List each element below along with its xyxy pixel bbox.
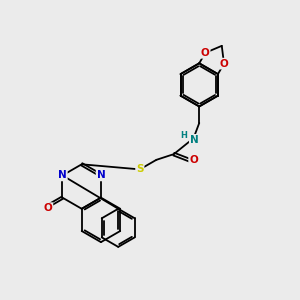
Text: S: S	[136, 164, 144, 174]
Text: H: H	[181, 131, 188, 140]
Text: O: O	[44, 203, 52, 213]
Text: N: N	[58, 170, 67, 180]
Text: N: N	[97, 170, 105, 180]
Text: O: O	[201, 48, 210, 58]
Text: O: O	[220, 58, 228, 69]
Text: O: O	[189, 155, 198, 166]
Text: N: N	[190, 135, 199, 145]
